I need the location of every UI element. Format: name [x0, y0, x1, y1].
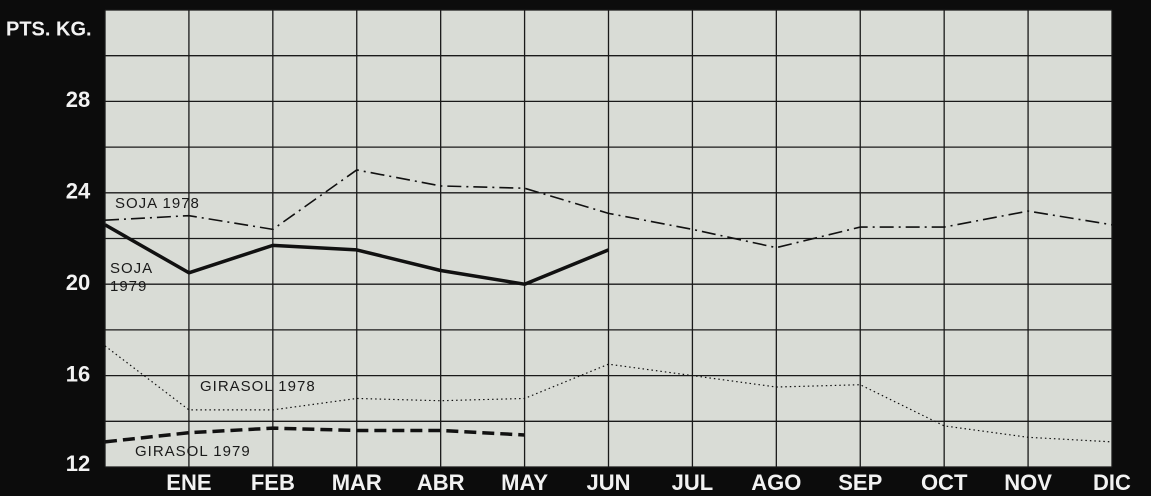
x-tick-label: FEB [251, 470, 295, 495]
series-label: GIRASOL 1978 [200, 378, 316, 395]
x-tick-label: JUN [586, 470, 630, 495]
x-tick-label: DIC [1093, 470, 1131, 495]
y-tick-label: 12 [66, 451, 90, 476]
x-tick-label: NOV [1004, 470, 1052, 495]
line-series [104, 426, 525, 444]
y-tick-label: 28 [66, 87, 90, 112]
x-tick-label: MAR [332, 470, 382, 495]
series-label: SOJA 1978 [115, 195, 200, 212]
y-tick-label: 16 [66, 361, 90, 386]
x-tick-label: MAY [501, 470, 548, 495]
line-series [104, 223, 610, 286]
x-tick-label: JUL [672, 470, 714, 495]
x-tick-label: OCT [921, 470, 968, 495]
series-label: GIRASOL 1979 [135, 443, 251, 460]
y-axis-label: PTS. KG. [6, 18, 92, 40]
y-tick-label: 24 [66, 179, 91, 204]
series-label: SOJA 1979 [110, 260, 153, 295]
x-tick-label: SEP [838, 470, 882, 495]
y-tick-label: 20 [66, 270, 90, 295]
line-series [104, 169, 1113, 249]
x-tick-label: ENE [166, 470, 211, 495]
line-series [104, 345, 1113, 443]
x-tick-label: ABR [417, 470, 465, 495]
x-tick-label: AGO [751, 470, 801, 495]
